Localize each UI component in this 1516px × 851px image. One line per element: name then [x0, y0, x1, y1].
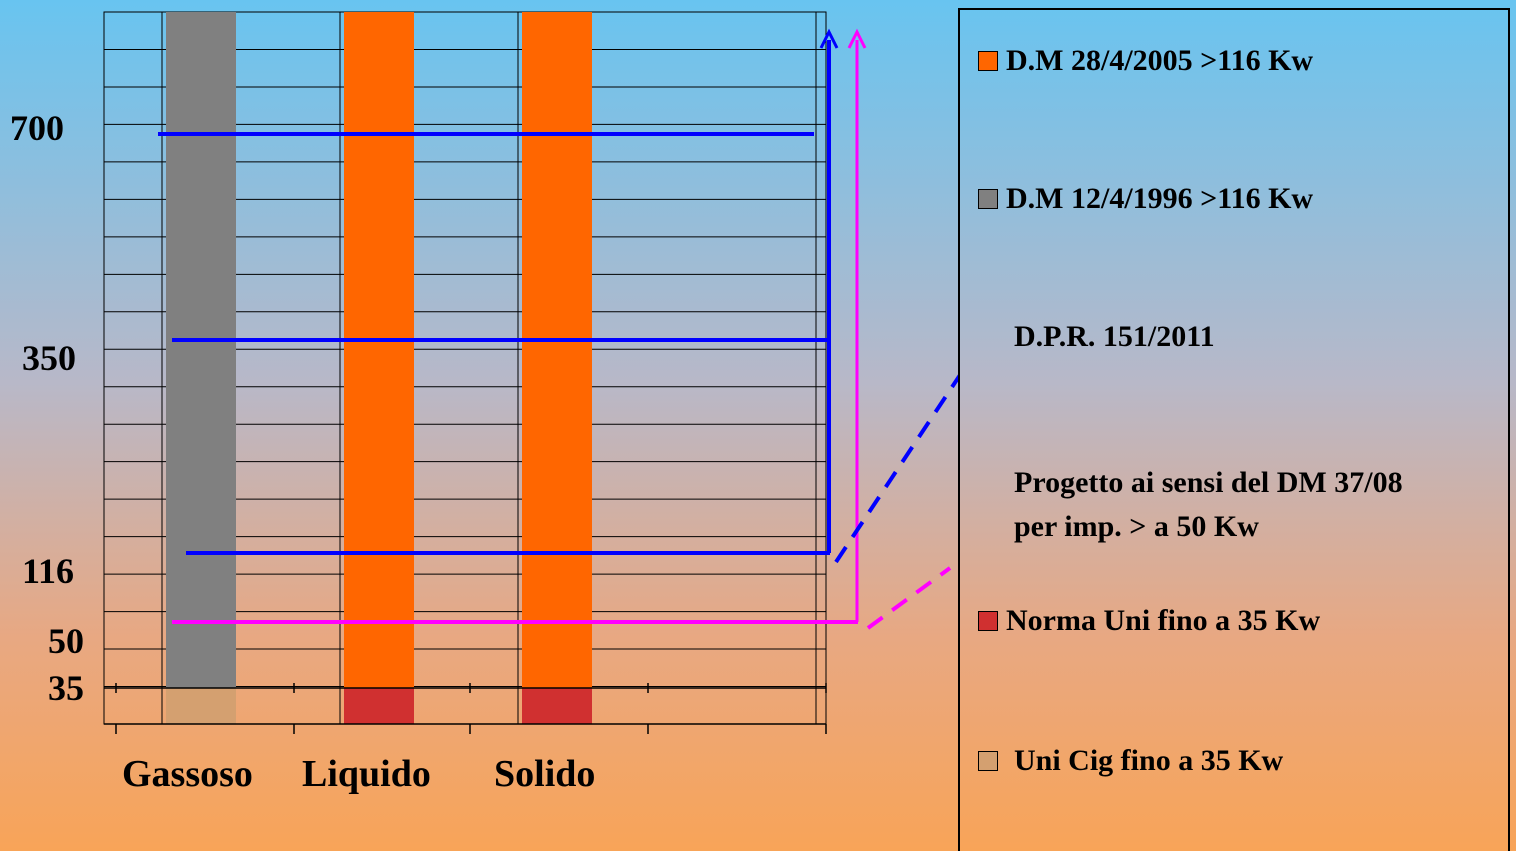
- bar-solido-segment: [522, 12, 592, 688]
- x-tick-labels: Gassoso Liquido Solido: [122, 753, 595, 795]
- bar-gassoso-segment: [166, 12, 236, 688]
- legend-item-dpr: D.P.R. 151/2011: [1014, 320, 1215, 354]
- bar-gassoso-segment: [166, 688, 236, 724]
- legend-label: Progetto ai sensi del DM 37/08: [1014, 466, 1403, 499]
- legend-item-dm-1996: D.M 12/4/1996 >116 Kw: [978, 182, 1313, 216]
- legend-label: D.M 12/4/1996 >116 Kw: [1006, 182, 1314, 215]
- progetto-dashed-connector: [866, 566, 952, 630]
- legend-swatch: [978, 189, 998, 209]
- y-tick-label: 116: [22, 551, 74, 591]
- pink-arrow-head: [847, 28, 867, 49]
- legend-item-progetto: Progetto ai sensi del DM 37/08: [1014, 466, 1403, 500]
- legend-item-progetto-line2: per imp. > a 50 Kw: [1014, 510, 1259, 544]
- blue-arrow-head: [819, 28, 839, 49]
- bars: [166, 12, 592, 724]
- threshold-lines: [158, 28, 867, 624]
- legend-label: Norma Uni fino a 35 Kw: [1006, 604, 1321, 637]
- bar-liquido-segment: [344, 688, 414, 724]
- legend-connectors: [834, 371, 960, 630]
- dpr-dashed-connector: [834, 371, 960, 564]
- x-tick-label: Solido: [494, 753, 595, 795]
- y-tick-label: 700: [10, 108, 64, 148]
- y-tick-label: 350: [22, 338, 76, 378]
- legend-label: Uni Cig fino a 35 Kw: [1014, 744, 1284, 777]
- legend-swatch: [978, 751, 998, 771]
- legend-item-uni-cig: Uni Cig fino a 35 Kw: [978, 744, 1283, 778]
- chart: 700 350 116 50 35 Gassoso Liquido Solido: [10, 11, 960, 795]
- legend: D.M 28/4/2005 >116 Kw D.M 12/4/1996 >116…: [958, 8, 1510, 851]
- legend-swatch: [978, 51, 998, 71]
- y-tick-label: 35: [48, 668, 84, 708]
- legend-item-dm-2005: D.M 28/4/2005 >116 Kw: [978, 44, 1313, 78]
- legend-item-norma-uni: Norma Uni fino a 35 Kw: [978, 604, 1320, 638]
- bar-solido-segment: [522, 688, 592, 724]
- legend-label: D.M 28/4/2005 >116 Kw: [1006, 44, 1314, 77]
- x-tick-label: Gassoso: [122, 753, 253, 795]
- legend-label: D.P.R. 151/2011: [1014, 320, 1215, 353]
- legend-label: per imp. > a 50 Kw: [1014, 510, 1259, 543]
- legend-swatch: [978, 611, 998, 631]
- y-tick-labels: 700 350 116 50 35: [10, 108, 84, 708]
- axes: [104, 683, 827, 734]
- bar-liquido-segment: [344, 12, 414, 688]
- x-tick-label: Liquido: [302, 753, 431, 795]
- y-tick-label: 50: [48, 621, 84, 661]
